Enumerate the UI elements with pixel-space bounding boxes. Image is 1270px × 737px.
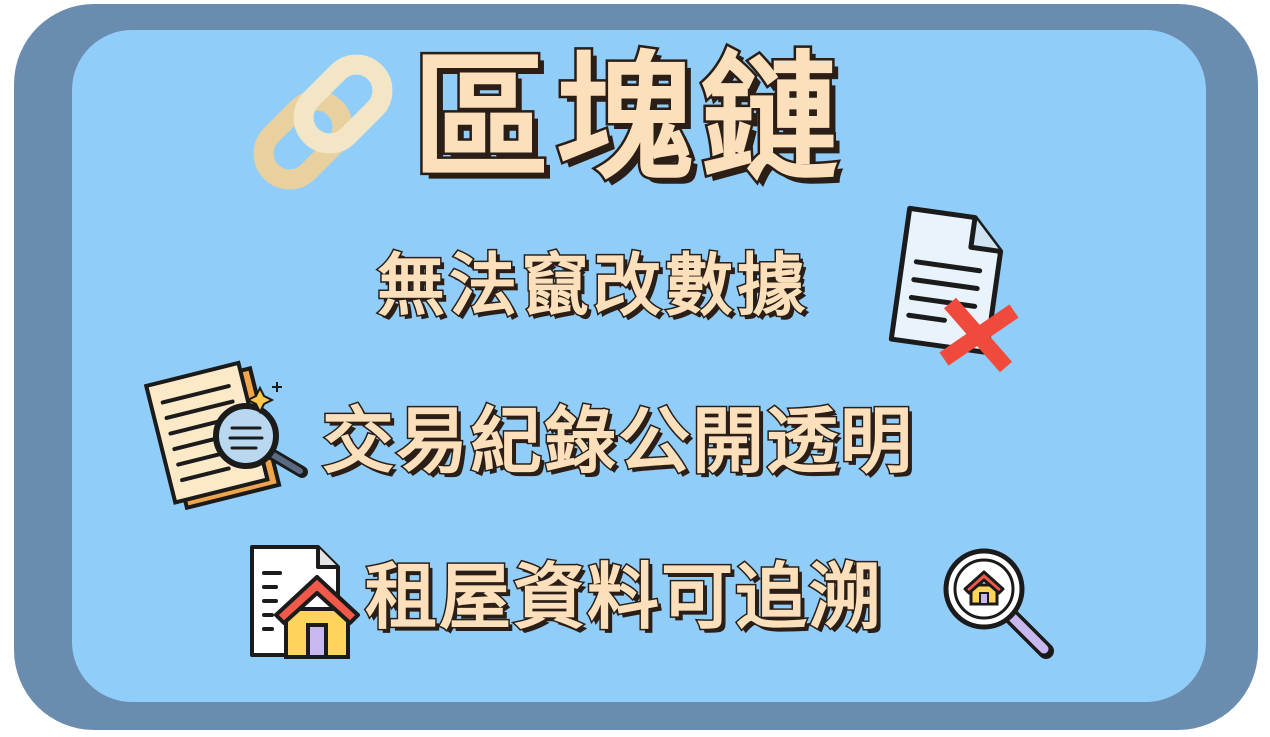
point-transparent-records: 交易紀錄公開透明 (320, 399, 915, 483)
point-tamper-proof: 無法竄改數據 (375, 247, 810, 326)
page-title: 區塊鏈 (409, 37, 845, 200)
point-traceable-rental: 租屋資料可追溯 (363, 555, 884, 639)
house-search-icon (943, 548, 1054, 659)
document-x-icon (888, 205, 1019, 373)
document-magnifier-icon (143, 360, 308, 510)
chain-link-icon (253, 54, 393, 190)
house-document-icon (250, 545, 360, 659)
